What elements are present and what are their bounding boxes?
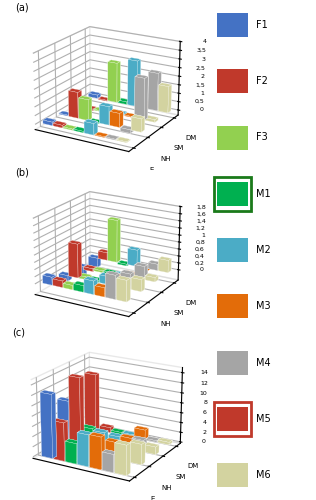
- FancyBboxPatch shape: [217, 463, 248, 487]
- Text: (a): (a): [15, 2, 29, 12]
- FancyBboxPatch shape: [217, 350, 248, 374]
- Text: F2: F2: [256, 76, 267, 86]
- FancyBboxPatch shape: [217, 13, 248, 37]
- FancyBboxPatch shape: [217, 126, 248, 150]
- Text: M6: M6: [256, 470, 270, 480]
- Text: (b): (b): [15, 168, 29, 177]
- Text: M2: M2: [256, 245, 270, 255]
- FancyBboxPatch shape: [217, 294, 248, 318]
- Text: M4: M4: [256, 358, 270, 368]
- Text: M5: M5: [256, 414, 270, 424]
- FancyBboxPatch shape: [217, 70, 248, 94]
- Text: M1: M1: [256, 188, 270, 198]
- Text: M3: M3: [256, 301, 270, 311]
- FancyBboxPatch shape: [217, 238, 248, 262]
- FancyBboxPatch shape: [217, 182, 248, 206]
- Text: F1: F1: [256, 20, 267, 30]
- Text: (c): (c): [12, 328, 25, 338]
- FancyBboxPatch shape: [217, 406, 248, 430]
- Text: F3: F3: [256, 132, 267, 142]
